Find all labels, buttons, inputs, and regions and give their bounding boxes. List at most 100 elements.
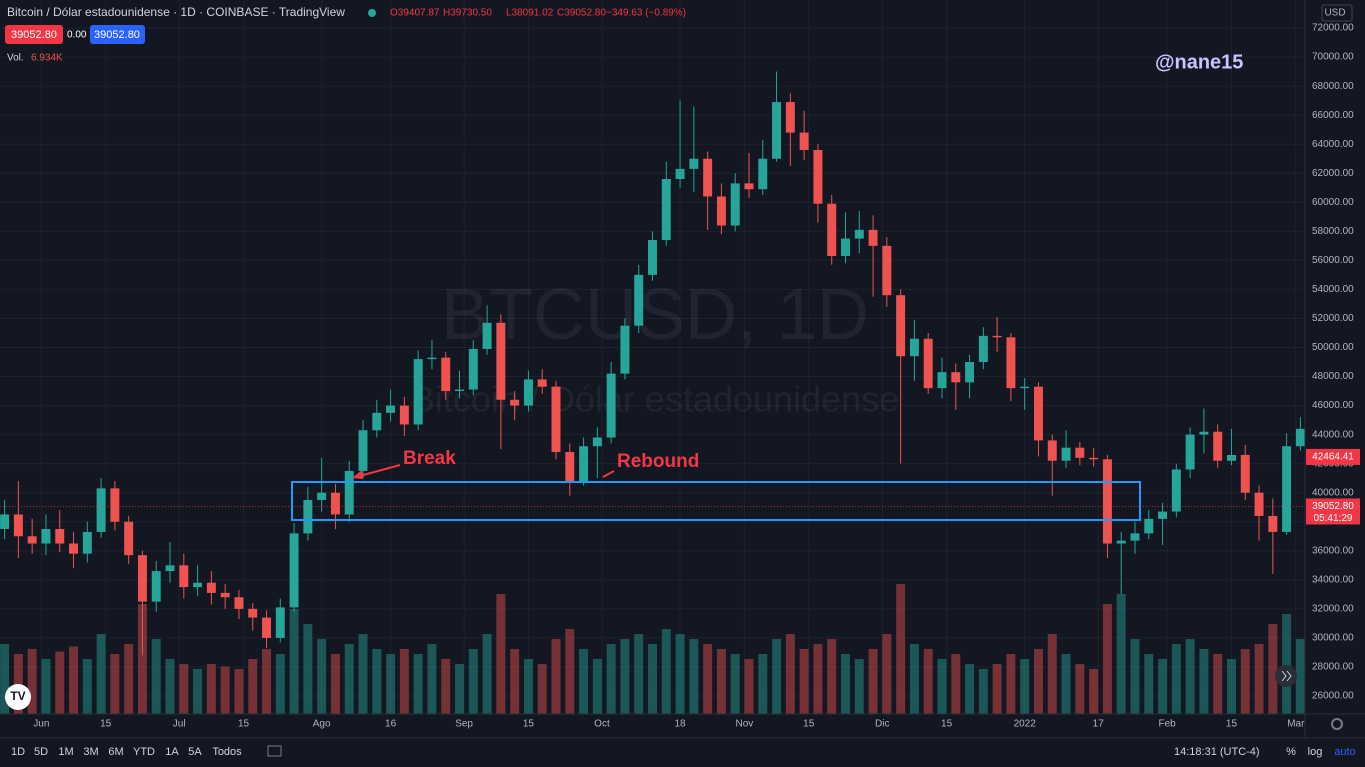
range-button[interactable]: 1D (11, 746, 25, 758)
y-tick-label: 52000.00 (1312, 313, 1354, 324)
tv-logo[interactable] (5, 684, 31, 710)
volume-bar (96, 634, 106, 714)
candle-body (124, 521, 134, 556)
countdown: 05:41:29 (1314, 513, 1353, 524)
y-tick-label: 58000.00 (1312, 226, 1354, 237)
break-arrow (355, 464, 401, 478)
y-tick-label: 50000.00 (1312, 342, 1354, 353)
candle-body (482, 322, 492, 349)
ohlc-value: −349.63 (−0.89%) (606, 8, 686, 19)
volume-bar (1034, 649, 1043, 714)
volume-bar (248, 659, 258, 714)
volume-bar (1047, 634, 1057, 714)
candle-body (1226, 454, 1236, 461)
sell-price[interactable]: 39052.80 (11, 29, 57, 41)
volume-bar (482, 634, 492, 714)
y-tick-label: 30000.00 (1312, 633, 1354, 644)
range-button[interactable]: Todos (212, 746, 242, 758)
volume-bar (69, 646, 79, 714)
candle-body (813, 150, 823, 204)
scale-option[interactable]: % (1286, 746, 1296, 758)
x-tick-label: 2022 (1014, 719, 1037, 730)
range-button[interactable]: 6M (108, 746, 123, 758)
scale-option[interactable]: log (1308, 746, 1323, 758)
volume-bar (882, 634, 892, 714)
volume-bar (1144, 654, 1154, 714)
volume-bar (1061, 654, 1071, 714)
x-tick-label: Jul (173, 719, 186, 730)
y-tick-label: 64000.00 (1312, 139, 1354, 150)
y-tick-label: 62000.00 (1312, 168, 1354, 179)
currency-button[interactable] (1321, 4, 1353, 22)
candle-body (1185, 434, 1195, 470)
range-button[interactable]: 3M (83, 746, 98, 758)
candle-body (551, 386, 561, 453)
volume-bar (1089, 669, 1099, 714)
candle-body (358, 430, 368, 471)
y-tick-label: 32000.00 (1312, 604, 1354, 615)
date-range-icon[interactable] (267, 745, 282, 757)
candle-body (1061, 447, 1071, 461)
volume-bar (110, 654, 120, 714)
volume-bar (1130, 639, 1140, 714)
volume-bar (523, 659, 533, 714)
candle-body (413, 359, 423, 425)
range-button[interactable]: 5D (34, 746, 48, 758)
x-tick-label: 15 (803, 719, 815, 730)
range-button[interactable]: 5A (188, 746, 202, 758)
spread: 0.00 (67, 30, 87, 41)
buy-button[interactable] (90, 25, 145, 44)
volume-bar (317, 639, 327, 714)
candle-layer (0, 71, 1305, 656)
candle-body (730, 183, 740, 226)
candle-body (716, 196, 726, 226)
y-tick-label: 72000.00 (1312, 23, 1354, 34)
volume-bar (496, 594, 506, 714)
candle-body (41, 529, 51, 544)
annotation: Break (403, 448, 456, 469)
volume-bar (151, 639, 161, 714)
volume-bar (206, 664, 216, 714)
scroll-icon (1281, 670, 1292, 682)
volume-bar (1240, 649, 1250, 714)
volume-bar (827, 639, 837, 714)
y-tick-label: 34000.00 (1312, 574, 1354, 585)
settings-icon[interactable] (1331, 718, 1343, 730)
candle-body (937, 372, 947, 389)
volume-bar (799, 649, 809, 714)
buy-price[interactable]: 39052.80 (94, 29, 140, 41)
candle-body (248, 608, 258, 618)
volume-bar (289, 609, 299, 714)
watermark-symbol: BTCUSD, 1D (441, 275, 869, 355)
volume-bar (55, 651, 65, 714)
candle-body (689, 158, 699, 169)
candle-body (234, 597, 244, 609)
volume-bar (716, 649, 726, 714)
y-tick-label: 60000.00 (1312, 197, 1354, 208)
currency[interactable]: USD (1324, 8, 1345, 19)
candle-body (193, 582, 203, 588)
volume-bar (386, 654, 396, 714)
volume-bar (13, 654, 23, 714)
candle-body (606, 373, 616, 438)
volume-bar (510, 649, 520, 714)
volume-bar (565, 629, 575, 714)
volume-bar (358, 634, 368, 714)
candle-body (882, 245, 892, 296)
range-button[interactable]: 1A (165, 746, 179, 758)
x-tick-label: Nov (736, 719, 754, 730)
y-tick-label: 68000.00 (1312, 81, 1354, 92)
x-tick-label: Jun (33, 719, 49, 730)
candle-body (1254, 492, 1264, 516)
range-button[interactable]: YTD (133, 746, 155, 758)
range-button[interactable]: 1M (58, 746, 73, 758)
x-tick-label: 15 (941, 719, 953, 730)
scale-option[interactable]: auto (1334, 746, 1355, 758)
sell-button[interactable] (5, 25, 63, 44)
candle-body (151, 571, 161, 602)
candle-body (1295, 428, 1305, 447)
candle-body (703, 158, 713, 197)
volume-bar (1295, 639, 1305, 714)
volume-bar (854, 659, 864, 714)
volume-bar (620, 639, 630, 714)
